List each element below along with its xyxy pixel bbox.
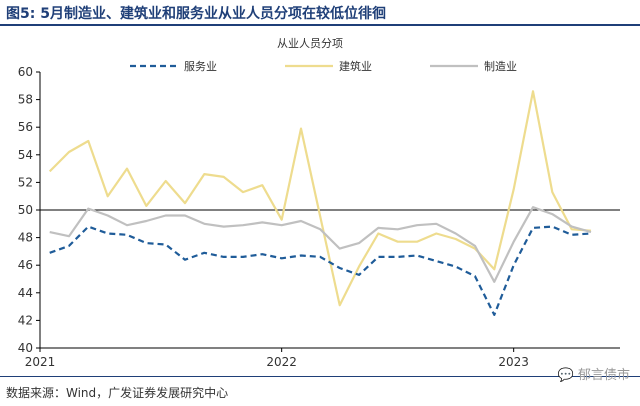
- series-line-0: [49, 225, 592, 316]
- series-line-1: [48, 90, 592, 307]
- chart-series: [48, 90, 592, 316]
- chart-axes: 40 42 44 46 48 50 52 54 56 58 60 2021 2022 2023: [18, 65, 620, 369]
- y-tick-label: 48: [18, 231, 33, 245]
- y-tick-label: 58: [18, 93, 33, 107]
- data-source: 数据来源：Wind，广发证券发展研究中心: [6, 386, 229, 400]
- watermark: 💬 郁言债市: [558, 364, 630, 383]
- title-divider: [0, 24, 640, 26]
- chart-subtitle: 从业人员分项: [277, 37, 343, 50]
- series-line-2: [49, 206, 592, 283]
- x-tick-label: 2021: [25, 355, 56, 369]
- legend-label: 制造业: [484, 59, 517, 73]
- x-tick-label: 2022: [266, 355, 297, 369]
- legend-label: 建筑业: [339, 59, 372, 73]
- y-tick-label: 54: [18, 148, 33, 162]
- y-tick-label: 40: [18, 341, 33, 355]
- legend-label: 服务业: [184, 60, 217, 73]
- y-tick-label: 60: [18, 65, 33, 79]
- line-chart: 40 42 44 46 48 50 52 54 56 58 60 2021 2022 2023 服务业 建筑…: [18, 37, 620, 369]
- y-tick-label: 42: [18, 313, 33, 327]
- wechat-icon: 💬: [557, 368, 574, 383]
- chart-title: 图5: 5月制造业、建筑业和服务业从业人员分项在较低位徘徊: [6, 6, 386, 22]
- x-tick-label: 2023: [498, 355, 529, 369]
- source-divider: [0, 376, 640, 377]
- y-tick-label: 56: [18, 120, 33, 134]
- y-tick-label: 50: [18, 203, 33, 217]
- y-tick-label: 52: [18, 175, 33, 189]
- chart-legend: 服务业 建筑业 制造业: [130, 59, 517, 73]
- y-tick-label: 44: [18, 286, 33, 300]
- watermark-text: 郁言债市: [577, 368, 630, 383]
- y-tick-label: 46: [18, 258, 33, 272]
